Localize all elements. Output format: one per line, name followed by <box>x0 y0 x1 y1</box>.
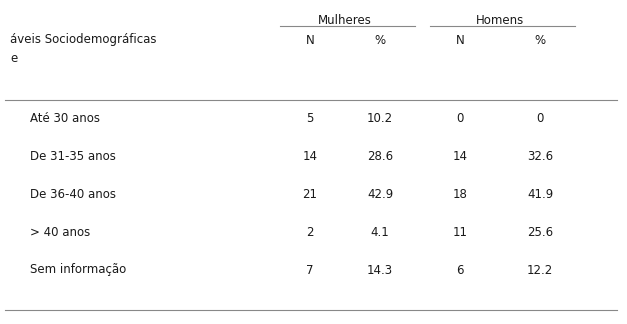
Text: 4.1: 4.1 <box>371 226 389 238</box>
Text: Até 30 anos: Até 30 anos <box>30 111 100 124</box>
Text: 41.9: 41.9 <box>527 188 553 201</box>
Text: %: % <box>534 33 545 47</box>
Text: 12.2: 12.2 <box>527 263 553 276</box>
Text: N: N <box>456 33 465 47</box>
Text: 14: 14 <box>302 149 317 163</box>
Text: áveis Sociodemográficas: áveis Sociodemográficas <box>10 33 157 47</box>
Text: %: % <box>374 33 386 47</box>
Text: Mulheres: Mulheres <box>318 14 372 27</box>
Text: 21: 21 <box>302 188 317 201</box>
Text: Homens: Homens <box>476 14 524 27</box>
Text: 5: 5 <box>307 111 314 124</box>
Text: 10.2: 10.2 <box>367 111 393 124</box>
Text: > 40 anos: > 40 anos <box>30 226 90 238</box>
Text: De 36-40 anos: De 36-40 anos <box>30 188 116 201</box>
Text: 14: 14 <box>453 149 468 163</box>
Text: N: N <box>305 33 314 47</box>
Text: Sem informação: Sem informação <box>30 263 126 276</box>
Text: 0: 0 <box>456 111 464 124</box>
Text: 0: 0 <box>536 111 544 124</box>
Text: 32.6: 32.6 <box>527 149 553 163</box>
Text: 28.6: 28.6 <box>367 149 393 163</box>
Text: De 31-35 anos: De 31-35 anos <box>30 149 116 163</box>
Text: 25.6: 25.6 <box>527 226 553 238</box>
Text: 14.3: 14.3 <box>367 263 393 276</box>
Text: 7: 7 <box>306 263 314 276</box>
Text: 11: 11 <box>453 226 468 238</box>
Text: 18: 18 <box>453 188 468 201</box>
Text: 42.9: 42.9 <box>367 188 393 201</box>
Text: 6: 6 <box>456 263 464 276</box>
Text: 2: 2 <box>306 226 314 238</box>
Text: e: e <box>10 52 18 64</box>
